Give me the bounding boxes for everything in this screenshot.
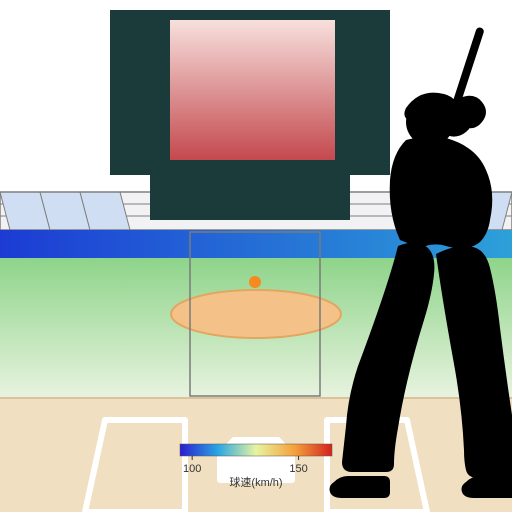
pitch-markers (249, 276, 261, 288)
pitchers-mound (171, 290, 341, 338)
colorbar-tick-label: 100 (183, 463, 201, 475)
pitch-location-chart: 100 150 球速(km/h) (0, 0, 512, 512)
pitch-marker (249, 276, 261, 288)
colorbar-axis-label: 球速(km/h) (229, 475, 282, 489)
scoreboard-base (150, 175, 350, 220)
colorbar-tick-label: 150 (289, 463, 307, 475)
stadium-scene: 100 150 球速(km/h) (0, 0, 512, 512)
scoreboard-screen (170, 20, 335, 160)
